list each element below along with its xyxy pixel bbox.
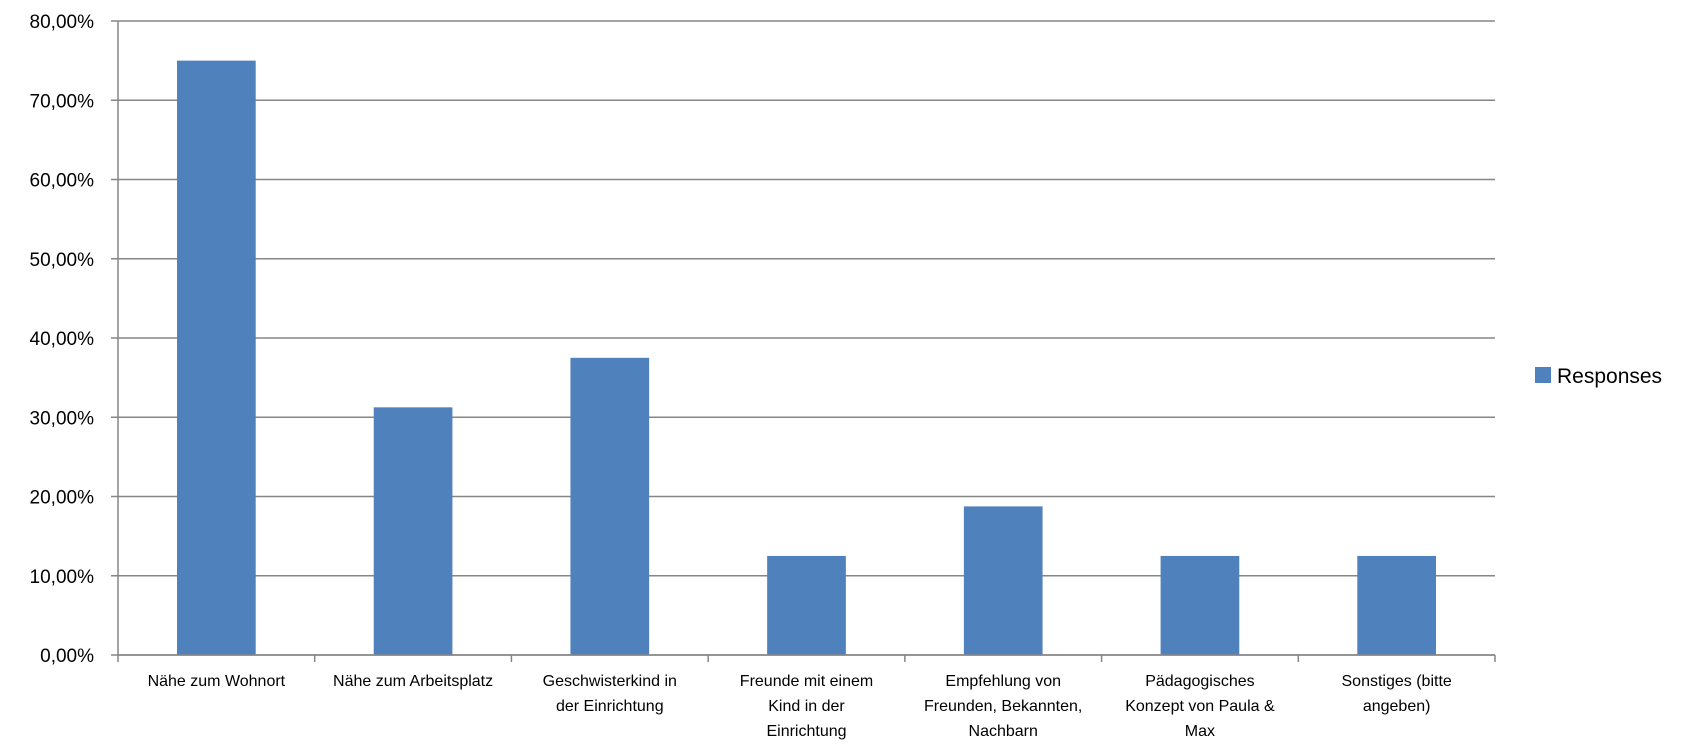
y-tick-label: 0,00% [40, 646, 94, 667]
bar [177, 60, 256, 655]
legend-label-responses: Responses [1557, 365, 1662, 388]
x-tick-label: Empfehlung von Freunden, Bekannten, Nachba… [924, 673, 1082, 740]
bar [570, 357, 650, 655]
y-tick-labels: 0,00% 10,00% 20,00% 30,00% 40,00% 50,00% 60,00… [30, 12, 95, 667]
y-tick-label: 30,00% [30, 408, 95, 429]
bar [767, 555, 846, 655]
axes [111, 20, 1496, 662]
y-tick-label: 40,00% [30, 329, 95, 350]
y-tick-label: 10,00% [30, 567, 95, 588]
y-tick-label: 50,00% [30, 250, 95, 271]
bar [1357, 555, 1436, 655]
bar [373, 407, 453, 655]
bar [963, 506, 1043, 655]
x-tick-label: Pädagogisches Konzept von Paula & Max [1125, 673, 1275, 740]
legend-swatch-responses [1535, 367, 1551, 383]
legend: Responses [1535, 365, 1662, 388]
x-tick-label: Nähe zum Arbeitsplatz [333, 673, 493, 690]
y-tick-label: 70,00% [30, 91, 95, 112]
gridlines [118, 20, 1495, 656]
bars [177, 60, 1436, 655]
x-tick-label: Freunde mit einem Kind in der Einrichtung [740, 673, 873, 740]
x-tick-labels: Nähe zum Wohnort Nähe zum Arbeitsplatz Ges… [148, 673, 1452, 740]
x-tick-label: Nähe zum Wohnort [148, 673, 286, 690]
x-tick-label: Geschwisterkind in der Einrichtung [543, 673, 677, 715]
bar [1160, 555, 1240, 655]
y-tick-label: 60,00% [30, 171, 95, 192]
y-tick-label: 80,00% [30, 12, 95, 33]
y-tick-label: 20,00% [30, 488, 95, 509]
x-tick-label: Sonstiges (bitte angeben) [1342, 673, 1452, 715]
